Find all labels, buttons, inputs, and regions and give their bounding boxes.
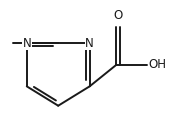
Text: N: N bbox=[85, 37, 94, 50]
Text: O: O bbox=[114, 9, 123, 22]
Text: OH: OH bbox=[148, 58, 166, 71]
Text: N: N bbox=[22, 37, 31, 50]
